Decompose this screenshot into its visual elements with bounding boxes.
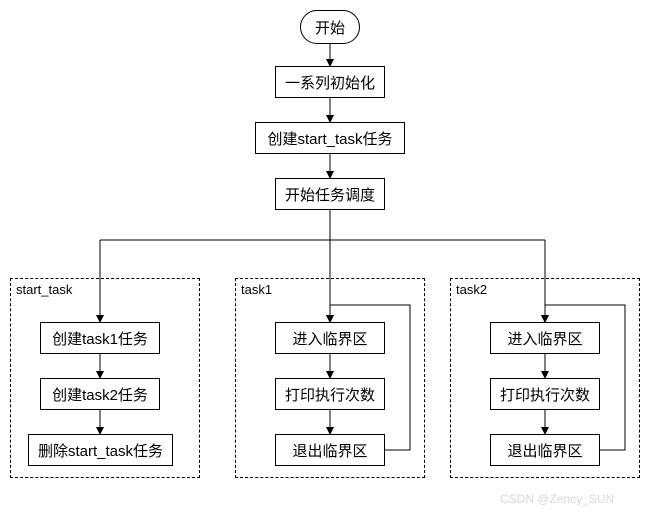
create-task2-node: 创建task2任务: [40, 378, 160, 410]
task1-group-label: task1: [239, 282, 274, 297]
task1-exit-node: 退出临界区: [275, 434, 385, 466]
create-start-task-node: 创建start_task任务: [255, 122, 405, 154]
delete-start-task-node: 删除start_task任务: [28, 434, 173, 466]
start-task-group-label: start_task: [14, 282, 74, 297]
schedule-node: 开始任务调度: [275, 178, 385, 210]
task2-exit-node: 退出临界区: [490, 434, 600, 466]
init-node: 一系列初始化: [275, 66, 385, 98]
start-node: 开始: [300, 10, 360, 44]
watermark: CSDN @Zency_SUN: [500, 492, 614, 506]
task1-enter-node: 进入临界区: [275, 322, 385, 354]
task2-enter-node: 进入临界区: [490, 322, 600, 354]
create-task1-node: 创建task1任务: [40, 322, 160, 354]
task2-print-node: 打印执行次数: [490, 378, 600, 410]
task2-group-label: task2: [454, 282, 489, 297]
task1-print-node: 打印执行次数: [275, 378, 385, 410]
